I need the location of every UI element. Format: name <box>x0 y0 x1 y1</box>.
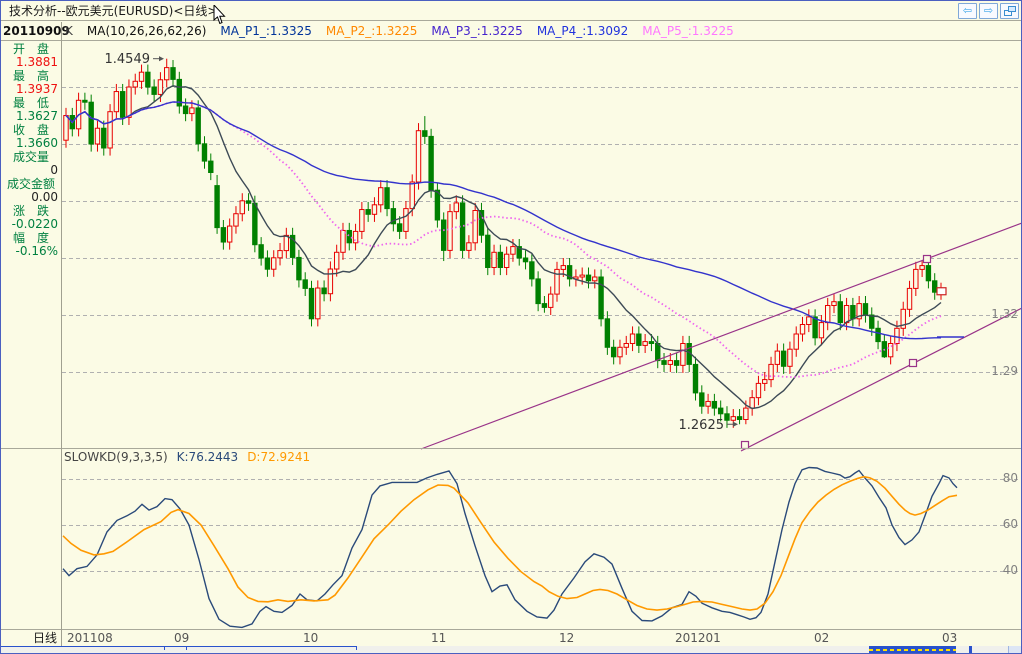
quote-field-label: 开 盘 <box>12 42 49 56</box>
quote-field-value: -0.16% <box>15 244 58 258</box>
overlapping-windows-icon <box>1003 6 1016 16</box>
series-key-label: K <box>65 24 73 38</box>
scrollbar-range-line <box>1 646 356 647</box>
indicator-info-bar: 20110909 K MA(10,26,26,62,26) MA_P1_:1.3… <box>1 22 1021 41</box>
price-annotation: 1.4549 <box>105 52 151 67</box>
quote-field: 最 低 1.3627 <box>2 97 60 123</box>
title-bar: 技术分析--欧元美元(EURUSD)<日线> ⇦ ⇨ <box>1 1 1021 21</box>
forward-button[interactable]: ⇨ <box>979 3 998 19</box>
quote-field: 涨 跌 -0.0220 <box>2 205 60 231</box>
pane-separator <box>1 448 1021 449</box>
ma-value-5: MA_P5_:1.3225 <box>642 24 734 38</box>
price-and-indicator-chart[interactable]: 1.4549 1.2625 <box>62 42 1022 629</box>
ma-value-2: MA_P2_:1.3225 <box>325 24 418 38</box>
quote-field-value: 0 <box>50 163 58 177</box>
right-arrow-icon: ⇨ <box>983 4 994 17</box>
back-button[interactable]: ⇦ <box>958 3 977 19</box>
time-axis-tick: 10 <box>303 631 319 645</box>
axis-price-label: 80 <box>1002 471 1018 485</box>
slowkd-k-line <box>62 466 958 629</box>
ma-value-1: MA_P1_:1.3325 <box>220 24 312 38</box>
quote-field-value: 0.00 <box>31 190 58 204</box>
ma-params-label: MA(10,26,26,62,26) <box>86 24 207 38</box>
time-axis-tick: 02 <box>814 631 830 645</box>
scrollbar-tick <box>186 646 187 650</box>
time-axis-tick: 201201 <box>675 631 721 645</box>
quote-field-value: 1.3937 <box>16 82 58 96</box>
quote-field-label: 涨 跌 <box>12 204 49 218</box>
quote-field-label: 成交金额 <box>6 177 55 191</box>
time-axis: 日线 201108 09 10 11 12 201201 02 03 <box>1 629 1021 646</box>
ma-value-3: MA_P3_:1.3225 <box>431 24 523 38</box>
axis-price-label: 1.29 <box>991 364 1018 378</box>
scrollbar-marker <box>969 646 972 653</box>
quote-field-value: -0.0220 <box>11 217 58 231</box>
left-arrow-icon: ⇦ <box>962 4 973 17</box>
horizontal-scrollbar[interactable] <box>1 646 1021 653</box>
quote-field-label: 最 高 <box>12 69 49 83</box>
time-axis-tick: 03 <box>942 631 958 645</box>
quote-field: 收 盘 1.3660 <box>2 124 60 150</box>
slowkd-header: SLOWKD(9,3,3,5) K:76.2443 D:72.9241 <box>64 450 310 464</box>
quote-sidebar: 开 盘 1.3881 最 高 1.3937 最 低 1.3627 收 盘 1.3660 成交量 0… <box>2 42 60 629</box>
time-axis-tick: 12 <box>559 631 575 645</box>
quote-field-label: 成交量 <box>12 150 49 164</box>
quote-field-value: 1.3627 <box>16 109 58 123</box>
time-axis-tick: 201108 <box>67 631 113 645</box>
trendline-handle[interactable] <box>908 358 918 368</box>
scrollbar-corner <box>1008 646 1021 653</box>
quote-field: 成交金额 0.00 <box>2 178 60 204</box>
window-title: 技术分析--欧元美元(EURUSD)<日线> <box>9 4 218 18</box>
axis-price-label: 1.32 <box>991 307 1018 321</box>
quote-field: 幅 度 -0.16% <box>2 232 60 258</box>
quote-field: 开 盘 1.3881 <box>2 43 60 69</box>
axis-price-label: 60 <box>1002 517 1018 531</box>
scrollbar-tick <box>356 646 357 650</box>
trendline-handle[interactable] <box>922 254 932 264</box>
quote-field-value: 1.3660 <box>16 136 58 150</box>
ma-value-4: MA_P4_:1.3092 <box>536 24 629 38</box>
quote-field-label: 收 盘 <box>12 123 49 137</box>
window-nav-buttons: ⇦ ⇨ <box>958 3 1019 19</box>
quote-field: 最 高 1.3937 <box>2 70 60 96</box>
ma-values-row: K MA(10,26,26,62,26) MA_P1_:1.3325 MA_P2_… <box>65 22 734 40</box>
scrollbar-thumb[interactable] <box>869 646 956 653</box>
slowkd-d-line <box>62 475 958 611</box>
cursor-date: 20110909 <box>3 24 70 38</box>
mouse-cursor-icon <box>213 5 226 25</box>
quote-field: 成交量 0 <box>2 151 60 177</box>
time-axis-tick: 11 <box>431 631 447 645</box>
cascade-windows-button[interactable] <box>1000 3 1019 19</box>
quote-field-value: 1.3881 <box>16 55 58 69</box>
axis-price-label: 40 <box>1002 563 1018 577</box>
period-label[interactable]: 日线 <box>32 631 57 645</box>
time-axis-tick: 09 <box>174 631 190 645</box>
sidebar-chart-divider <box>61 22 62 646</box>
slowkd-d-value: D:72.9241 <box>247 450 311 464</box>
price-annotation: 1.2625 <box>679 418 725 433</box>
quote-field-label: 幅 度 <box>12 231 49 245</box>
slowkd-label: SLOWKD(9,3,3,5) <box>64 450 168 464</box>
slowkd-k-value: K:76.2443 <box>176 450 239 464</box>
quote-field-label: 最 低 <box>12 96 49 110</box>
scrollbar-tick <box>164 646 165 650</box>
